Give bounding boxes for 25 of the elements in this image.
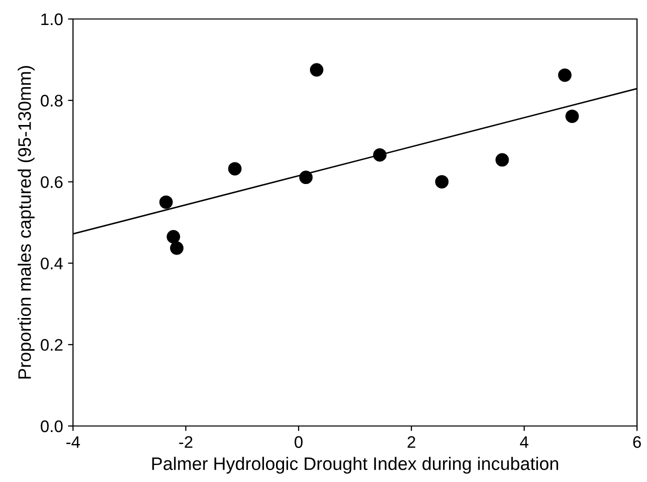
x-tick-label: -2 — [179, 436, 192, 448]
point — [299, 170, 313, 184]
x-tick-label: 2 — [408, 436, 416, 448]
y-tick-label: 0.4 — [40, 258, 63, 270]
y-tick-label: 0.2 — [40, 339, 62, 351]
point — [373, 148, 387, 162]
point — [310, 63, 324, 77]
x-tick-label: 6 — [633, 436, 641, 448]
y-axis-title: Proportion males captured (95-130mm) — [18, 66, 35, 379]
point — [495, 153, 509, 167]
point — [159, 195, 173, 209]
point — [435, 175, 449, 189]
point — [170, 241, 184, 255]
point — [565, 110, 579, 123]
y-tick-label: 0.8 — [40, 94, 63, 107]
x-tick-label: 0 — [294, 436, 303, 448]
y-tick-label: 0.0 — [40, 420, 63, 432]
y-tick-label: 1.0 — [41, 13, 63, 26]
x-tick-label: 4 — [520, 436, 528, 448]
y-tick-label: 0.6 — [40, 176, 63, 188]
x-tick-label: -4 — [66, 436, 80, 448]
point — [558, 68, 572, 82]
point — [228, 162, 242, 176]
point — [166, 230, 180, 244]
x-axis-title: Palmer Hydrologic Drought Index during incubation — [152, 456, 558, 474]
